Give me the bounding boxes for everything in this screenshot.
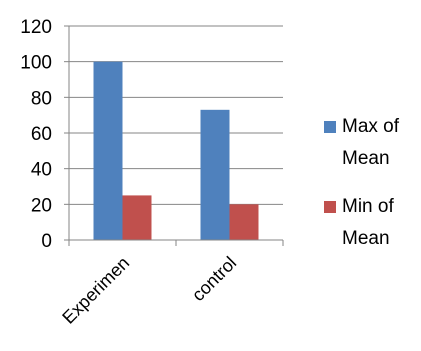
bar-max-1 xyxy=(200,109,230,240)
bar-max-0 xyxy=(93,61,123,240)
legend-swatch xyxy=(324,201,336,213)
y-tick-label: 120 xyxy=(20,17,52,38)
y-tick-label: 0 xyxy=(41,231,52,252)
legend-label: Mean xyxy=(342,228,390,249)
x-tick-label: control xyxy=(188,253,240,305)
legend: Max of Mean Min of Mean xyxy=(324,116,400,249)
y-tick-label: 100 xyxy=(20,53,52,74)
legend-swatch xyxy=(324,121,336,133)
y-tick-label: 60 xyxy=(31,124,52,145)
legend-label: Mean xyxy=(342,148,390,169)
bar-min-0 xyxy=(122,195,152,240)
legend-label: Max of xyxy=(342,116,400,137)
y-tick-label: 40 xyxy=(31,160,52,181)
y-tick-labels: 0 20 40 60 80 100 120 xyxy=(20,17,52,252)
axes xyxy=(64,25,284,246)
y-tick-label: 20 xyxy=(31,195,52,216)
legend-label: Min of xyxy=(342,196,394,217)
bars xyxy=(93,61,259,240)
x-tick-label: Experimen xyxy=(58,253,133,328)
bar-min-1 xyxy=(229,204,259,240)
y-tick-label: 80 xyxy=(31,88,52,109)
x-tick-labels: Experimen control xyxy=(58,253,240,328)
